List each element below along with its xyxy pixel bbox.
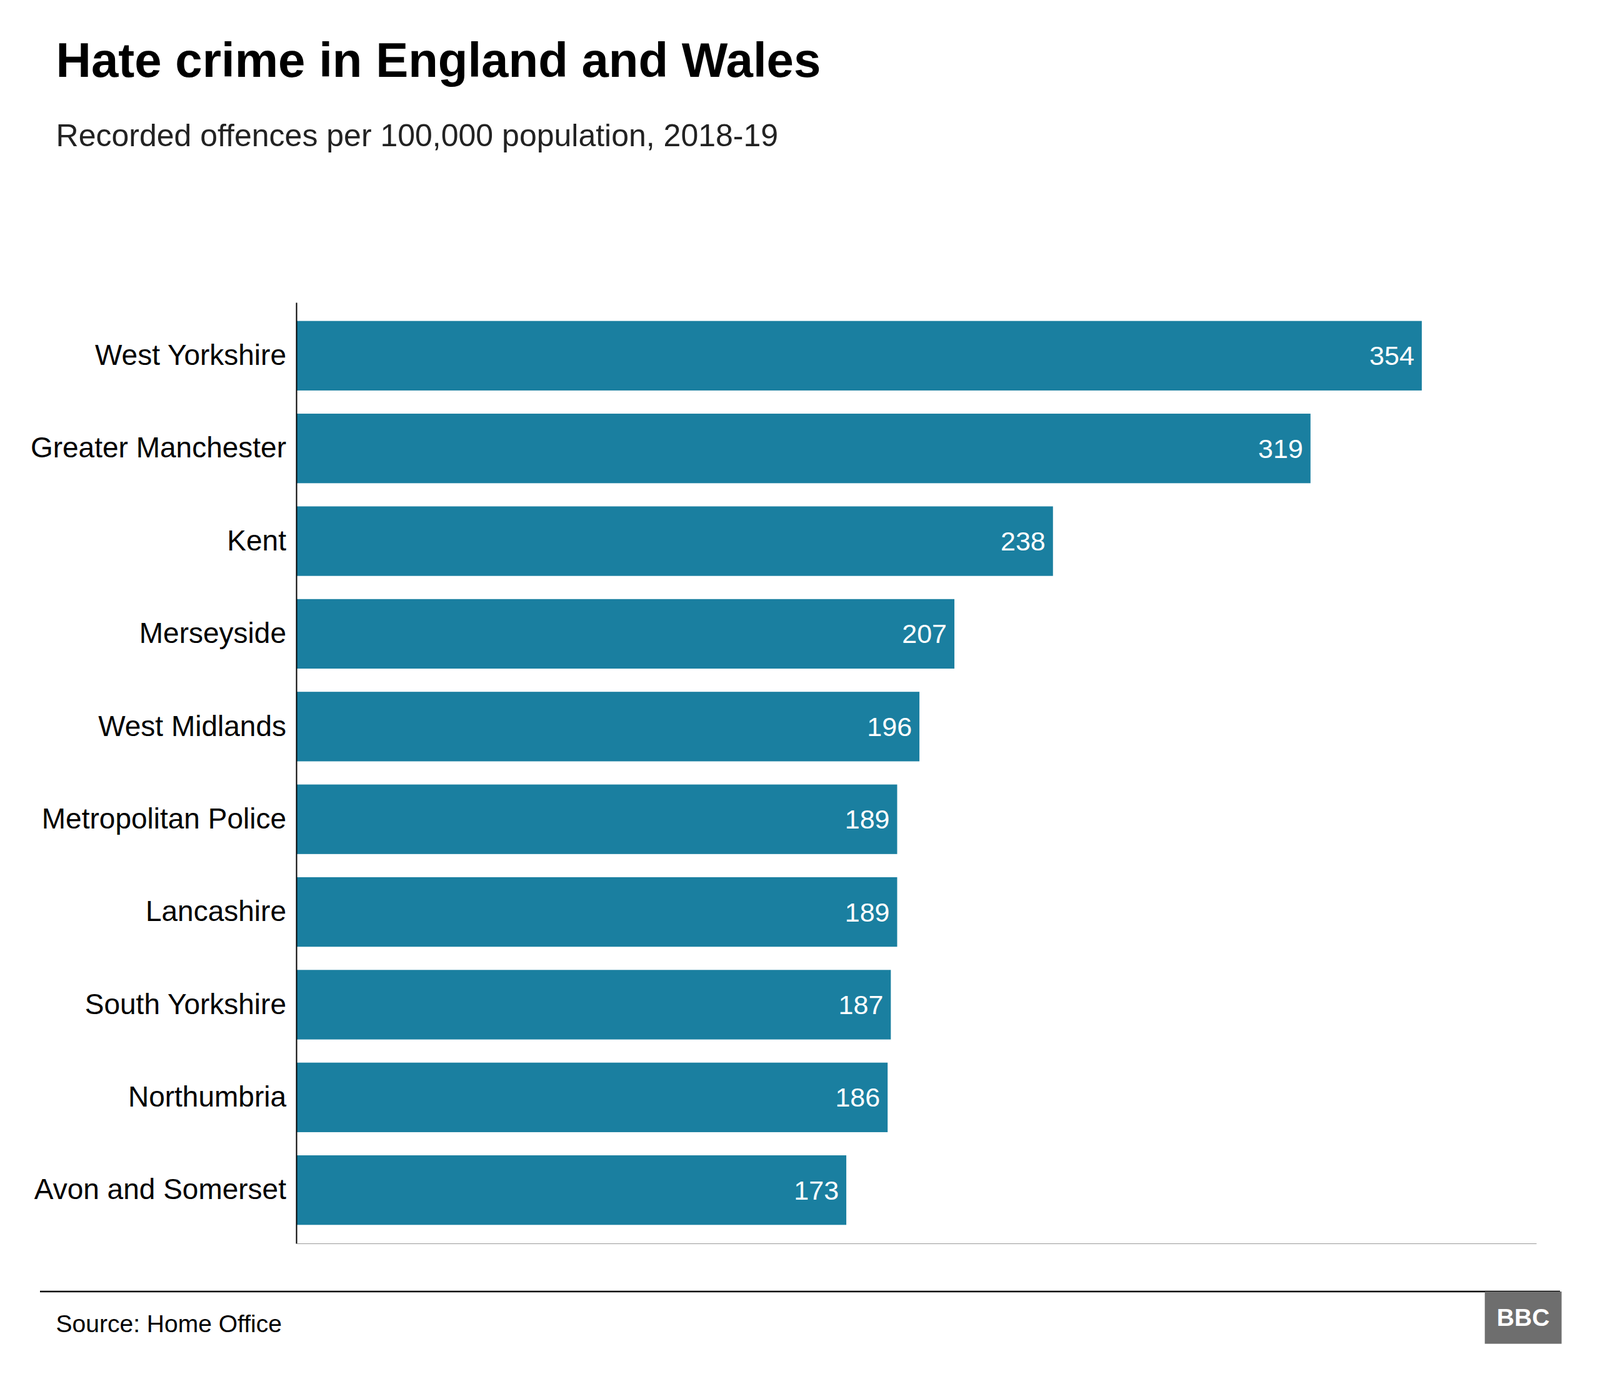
y-tick: South Yorkshire — [85, 988, 297, 1021]
y-tick: Avon and Somerset — [34, 1173, 297, 1206]
data-label: 354 — [1369, 340, 1415, 371]
chart: Hate crime in England and Wales Recorded … — [0, 0, 1600, 1374]
bar — [296, 599, 955, 669]
data-label: 187 — [838, 990, 884, 1020]
data-label: 207 — [901, 618, 947, 649]
bars — [296, 321, 1422, 1226]
bar — [296, 1063, 888, 1133]
data-label: 189 — [845, 897, 890, 928]
title: Hate crime in England and Wales — [56, 32, 822, 88]
y-tick: Greater Manchester — [30, 431, 297, 464]
x-axis — [296, 1243, 1537, 1245]
source: Source: Home Office — [56, 1310, 282, 1338]
data-label: 196 — [866, 711, 912, 742]
y-tick: Northumbria — [128, 1080, 297, 1114]
bar — [296, 506, 1054, 576]
bar — [296, 321, 1422, 391]
x-axis-line — [296, 1243, 1537, 1245]
plot: 354 319 238 207 196 189 189 187 186 173 West Yorks… — [30, 303, 1537, 1245]
y-tick-label: Kent — [226, 524, 287, 557]
y-tick-label: Northumbria — [128, 1080, 287, 1114]
data-label: 189 — [845, 804, 890, 835]
logo-box — [1485, 1291, 1562, 1345]
y-tick: Lancashire — [145, 895, 297, 928]
data-label: 173 — [793, 1175, 839, 1206]
separator — [40, 1291, 1560, 1294]
bar — [296, 1155, 847, 1225]
y-tick-label: Metropolitan Police — [41, 802, 287, 835]
y-tick: Metropolitan Police — [41, 802, 297, 835]
y-tick: West Midlands — [98, 710, 297, 743]
bar — [296, 877, 897, 947]
y-tick: Kent — [226, 524, 297, 557]
bar — [296, 691, 920, 762]
y-tick-label: Merseyside — [139, 616, 287, 650]
data-label: 319 — [1258, 433, 1304, 464]
bar — [296, 970, 891, 1040]
y-axis: West Yorkshire Greater Manchester Kent Mers… — [30, 303, 297, 1245]
y-tick-label: West Yorkshire — [95, 338, 287, 372]
y-tick: Merseyside — [139, 616, 297, 650]
background — [0, 0, 1600, 1374]
data-label: 238 — [1000, 526, 1046, 557]
data-label: 186 — [835, 1082, 880, 1113]
logo-text: BBC — [1496, 1304, 1550, 1332]
y-tick-label: Greater Manchester — [30, 431, 287, 464]
y-tick-label: Lancashire — [145, 895, 287, 928]
data-labels: 354 319 238 207 196 189 189 187 186 173 — [793, 340, 1415, 1205]
y-tick-label: West Midlands — [98, 710, 287, 743]
bar — [296, 413, 1311, 484]
subtitle: Recorded offences per 100,000 population… — [56, 118, 779, 154]
bar — [296, 785, 897, 855]
y-tick: West Yorkshire — [95, 338, 297, 372]
y-axis-line — [296, 303, 298, 1245]
y-tick-label: Avon and Somerset — [34, 1173, 287, 1206]
y-tick-label: South Yorkshire — [85, 988, 287, 1021]
